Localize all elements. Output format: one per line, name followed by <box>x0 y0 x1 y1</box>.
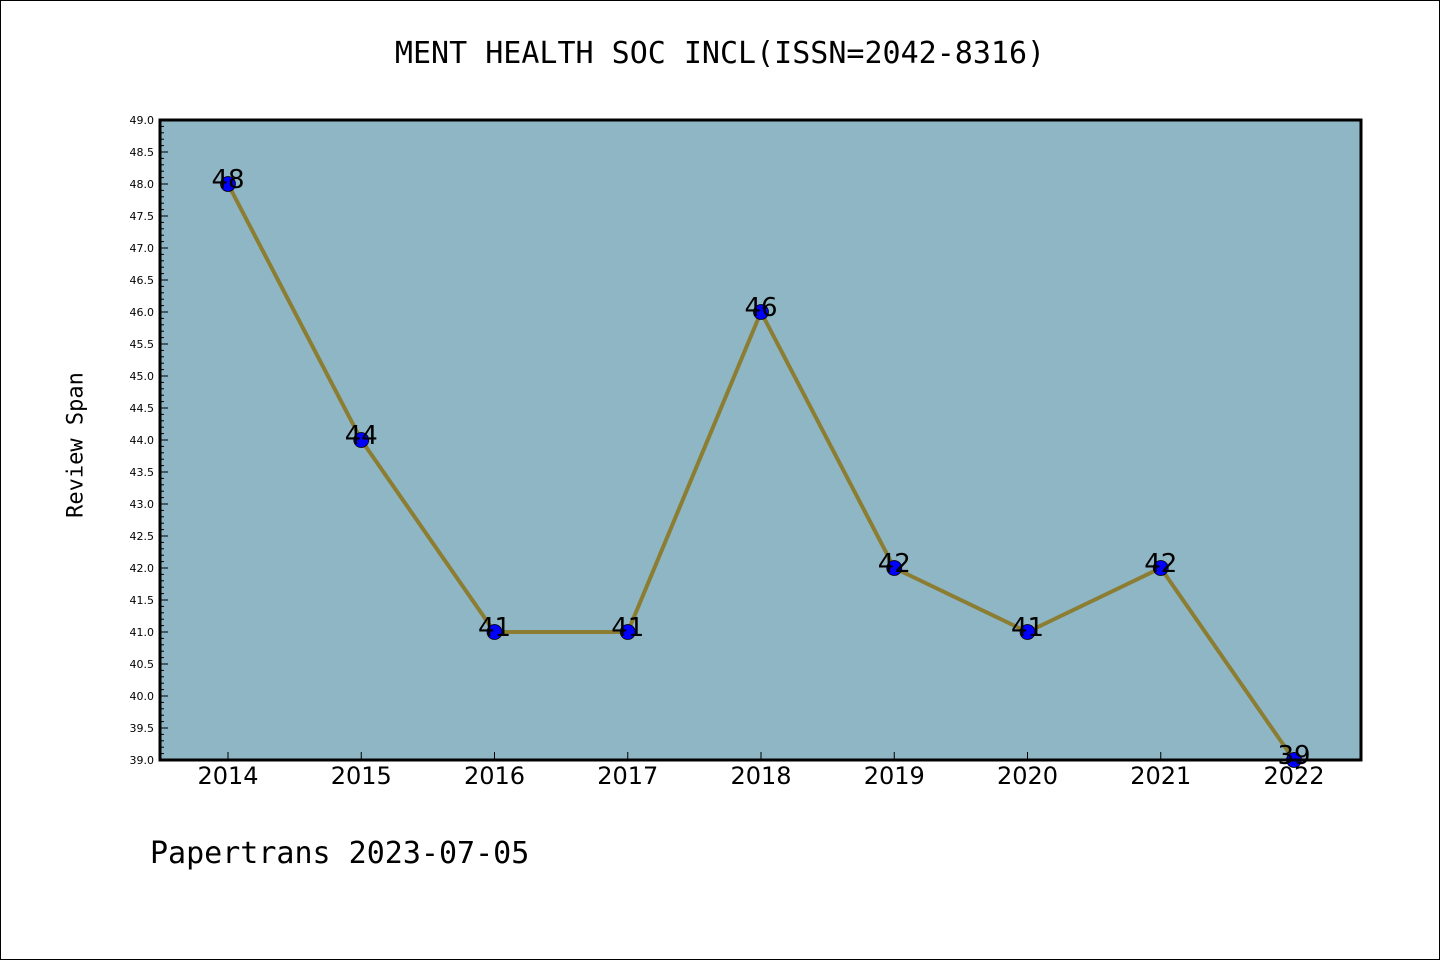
y-tick-label: 49.0 <box>130 114 155 127</box>
x-tick-label: 2018 <box>730 762 791 790</box>
y-tick-label: 47.0 <box>130 242 155 255</box>
y-tick-label: 41.5 <box>130 594 155 607</box>
y-tick-label: 43.5 <box>130 466 155 479</box>
y-tick-label: 46.5 <box>130 274 155 287</box>
x-tick-label: 2017 <box>597 762 658 790</box>
data-label: 41 <box>611 613 644 643</box>
data-point <box>753 304 769 320</box>
y-tick-label: 44.0 <box>130 434 155 447</box>
y-tick-label: 48.0 <box>130 178 155 191</box>
x-tick-label: 2014 <box>197 762 258 790</box>
data-label: 42 <box>1144 549 1177 579</box>
y-tick-label: 42.0 <box>130 562 155 575</box>
data-label: 46 <box>744 293 777 323</box>
x-tick-label: 2015 <box>331 762 392 790</box>
y-tick-label: 42.5 <box>130 530 155 543</box>
y-tick-label: 48.5 <box>130 146 155 159</box>
data-label: 39 <box>1277 741 1310 771</box>
footer-note: Papertrans 2023-07-05 <box>150 836 530 871</box>
data-point <box>486 624 503 640</box>
y-tick-label: 45.0 <box>130 370 155 383</box>
x-tick-label: 2016 <box>464 762 525 790</box>
axes-frame <box>158 118 1363 762</box>
y-tick-label: 45.5 <box>130 338 155 351</box>
data-label: 42 <box>878 549 911 579</box>
y-tick-label: 44.5 <box>130 402 155 415</box>
data-point <box>1019 624 1036 640</box>
y-tick-label: 40.0 <box>130 690 155 703</box>
y-tick-label: 40.5 <box>130 658 155 671</box>
y-tick-label: 41.0 <box>130 626 155 639</box>
y-tick-label: 39.5 <box>130 722 155 735</box>
chart-title: MENT HEALTH SOC INCL(ISSN=2042-8316) <box>394 36 1046 71</box>
data-label: 41 <box>1011 613 1044 643</box>
data-point <box>619 624 636 640</box>
x-tick-label: 2021 <box>1130 762 1191 790</box>
y-tick-label: 43.0 <box>130 498 155 511</box>
plot-area <box>160 120 1361 760</box>
data-label: 41 <box>478 613 511 643</box>
data-label: 44 <box>345 421 378 451</box>
data-point <box>220 176 236 192</box>
y-tick-label: 46.0 <box>130 306 155 319</box>
y-tick-label: 39.0 <box>130 754 155 767</box>
y-tick-label: 47.5 <box>130 210 155 223</box>
data-label: 48 <box>211 165 244 195</box>
x-tick-label: 2019 <box>864 762 925 790</box>
data-point <box>886 560 903 576</box>
x-tick-label: 2020 <box>997 762 1058 790</box>
data-point <box>1152 560 1169 576</box>
data-point <box>353 432 370 448</box>
